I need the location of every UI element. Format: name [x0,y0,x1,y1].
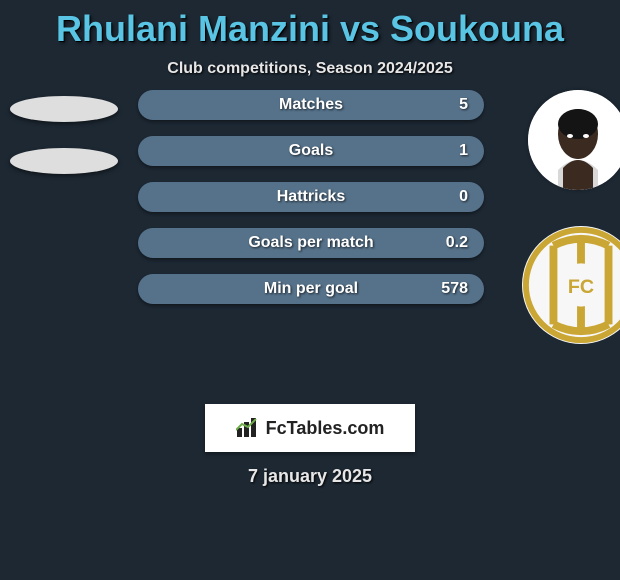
source-logo: FcTables.com [205,404,415,452]
stat-bar-goals-per-match: Goals per match 0.2 [138,228,484,258]
stat-label: Hattricks [138,188,484,206]
bars-chart-icon [236,418,260,438]
stat-value: 0 [459,188,468,206]
stat-value: 578 [441,280,468,298]
logo-prefix: Fc [266,418,287,438]
right-player-club-crest: FC [522,226,620,344]
stat-label: Goals per match [138,234,484,252]
left-player-avatar [6,96,126,156]
logo-suffix: .com [342,418,384,438]
comparison-stage: FC Matches 5 Goals 1 Hattricks 0 Goals p… [0,96,620,396]
avatar-ellipse-bottom [10,148,118,174]
player-head-icon [528,90,620,190]
stat-bar-goals: Goals 1 [138,136,484,166]
right-player-avatar [528,90,620,190]
avatar-ellipse-top [10,96,118,122]
stat-bars: Matches 5 Goals 1 Hattricks 0 Goals per … [138,90,484,320]
page-subtitle: Club competitions, Season 2024/2025 [0,60,620,78]
stat-value: 5 [459,96,468,114]
source-logo-text: FcTables.com [266,418,385,439]
stat-label: Min per goal [138,280,484,298]
stat-value: 1 [459,142,468,160]
logo-main: Tables [287,418,343,438]
stat-bar-matches: Matches 5 [138,90,484,120]
stat-label: Goals [138,142,484,160]
stat-bar-min-per-goal: Min per goal 578 [138,274,484,304]
svg-text:FC: FC [568,276,594,298]
stat-label: Matches [138,96,484,114]
page-title: Rhulani Manzini vs Soukouna [0,8,620,50]
stat-value: 0.2 [446,234,468,252]
stat-bar-hattricks: Hattricks 0 [138,182,484,212]
club-crest-icon: FC [522,226,620,344]
generation-date: 7 january 2025 [0,466,620,487]
